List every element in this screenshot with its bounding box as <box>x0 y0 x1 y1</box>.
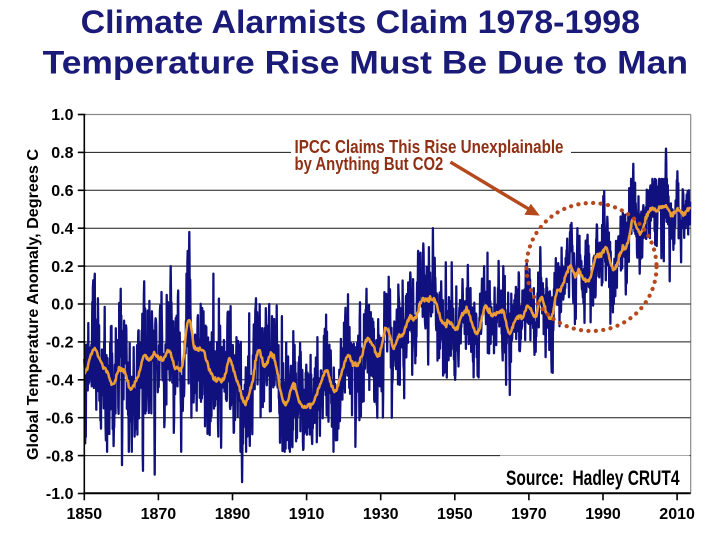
svg-text:1850: 1850 <box>67 506 103 523</box>
svg-text:0.6: 0.6 <box>51 183 73 200</box>
svg-text:Temperature Rise Must Be Due t: Temperature Rise Must Be Due to Man <box>43 43 688 80</box>
svg-text:1890: 1890 <box>215 506 251 523</box>
svg-text:-0.6: -0.6 <box>46 410 74 427</box>
svg-text:1990: 1990 <box>585 506 621 523</box>
svg-text:Source: Hadley CRUT4: Source: Hadley CRUT4 <box>506 467 680 490</box>
svg-text:0.0: 0.0 <box>51 297 73 314</box>
svg-text:-0.2: -0.2 <box>46 335 74 352</box>
svg-text:Climate Alarmists Claim 1978-1: Climate Alarmists Claim 1978-1998 <box>81 3 640 40</box>
svg-text:IPCC Claims This Rise Unexplai: IPCC Claims This Rise Unexplainable <box>295 137 564 158</box>
svg-text:0.8: 0.8 <box>51 145 73 162</box>
svg-text:1.0: 1.0 <box>51 107 73 124</box>
svg-text:-1.0: -1.0 <box>46 486 74 503</box>
svg-text:1870: 1870 <box>141 506 177 523</box>
svg-text:1950: 1950 <box>437 506 473 523</box>
svg-text:Global Temperature Anomaly, De: Global Temperature Anomaly, Degrees C <box>25 149 42 460</box>
svg-text:0.4: 0.4 <box>51 221 73 238</box>
svg-text:1970: 1970 <box>511 506 547 523</box>
svg-text:0.2: 0.2 <box>51 259 73 276</box>
svg-text:1910: 1910 <box>289 506 325 523</box>
svg-text:by Anything But CO2: by Anything But CO2 <box>295 154 444 175</box>
svg-text:1930: 1930 <box>363 506 399 523</box>
svg-text:2010: 2010 <box>659 506 695 523</box>
svg-text:-0.4: -0.4 <box>46 373 74 390</box>
svg-text:-0.8: -0.8 <box>46 448 74 465</box>
